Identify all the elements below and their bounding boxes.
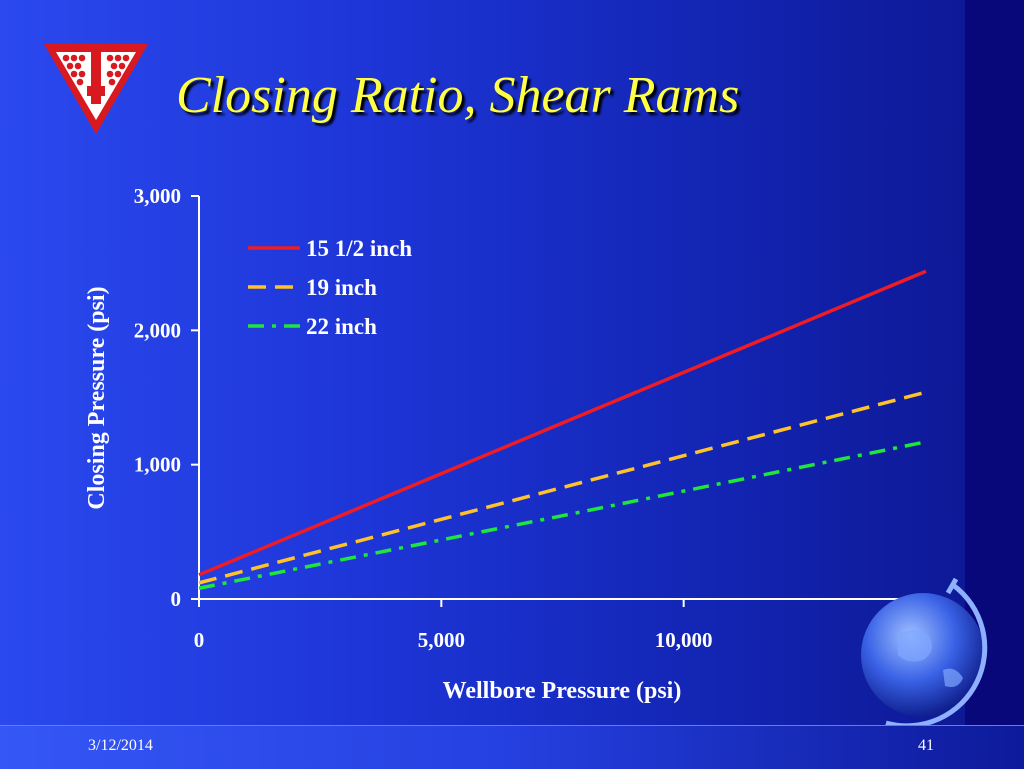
legend-label-2: 19 inch: [306, 275, 377, 300]
legend-label-3: 22 inch: [306, 314, 377, 339]
y-tick-label: 0: [171, 587, 182, 611]
slide-title: Closing Ratio, Shear Rams: [176, 67, 740, 124]
red-triangle-logo: [44, 44, 148, 134]
x-axis-label: Wellbore Pressure (psi): [443, 678, 682, 704]
footer-bar: [0, 725, 1024, 769]
page-number: 41: [918, 737, 934, 754]
series-line-1: [198, 269, 927, 577]
legend-label-1: 15 1/2 inch: [306, 236, 412, 261]
globe-icon: [861, 577, 988, 743]
x-tick-label: 10,000: [655, 628, 713, 652]
x-tick-label: 0: [194, 628, 205, 652]
y-tick-label: 1,000: [134, 453, 181, 477]
x-tick-label: 5,000: [418, 628, 465, 652]
series-line-3: [198, 440, 927, 590]
y-axis-label: Closing Pressure (psi): [84, 286, 110, 509]
y-tick-label: 2,000: [134, 318, 181, 342]
series-line-2: [198, 390, 927, 585]
footer-date: 3/12/2014: [88, 737, 153, 754]
y-tick-label: 3,000: [134, 184, 181, 208]
